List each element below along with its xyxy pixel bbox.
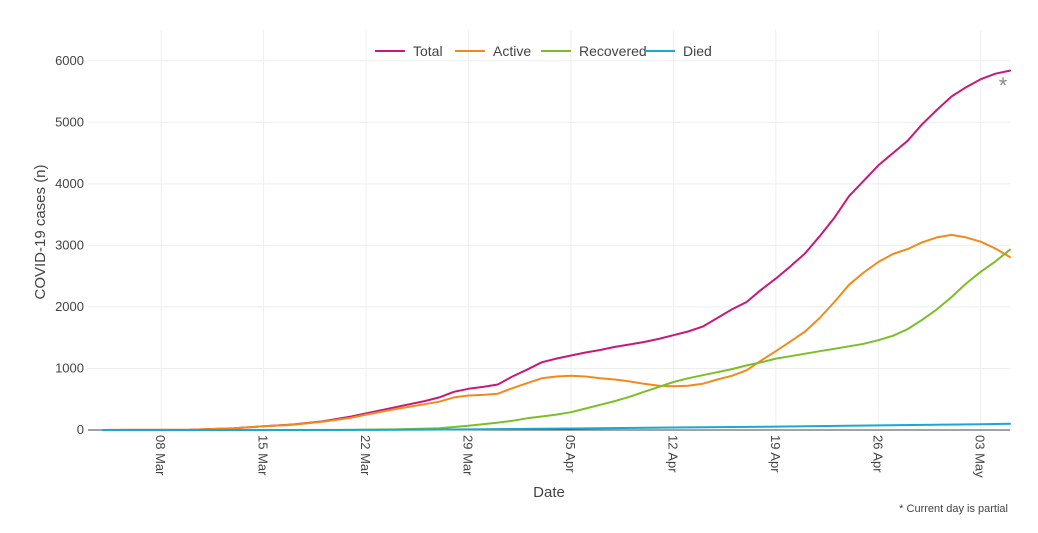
legend-label: Died [683, 43, 712, 59]
partial-day-asterisk: * [999, 73, 1008, 98]
series-line-recovered[interactable] [101, 248, 1011, 431]
x-tick-label: 03 May [973, 435, 988, 478]
y-tick-label: 4000 [55, 176, 84, 191]
x-tick-label: 05 Apr [563, 435, 578, 473]
legend-label: Active [493, 43, 531, 59]
partial-day-footnote: * Current day is partial [899, 503, 1008, 515]
legend-item-total[interactable]: Total [375, 43, 443, 59]
x-tick-label: 22 Mar [358, 435, 373, 476]
y-tick-label: 0 [77, 422, 84, 437]
x-tick-label: 19 Apr [768, 435, 783, 473]
x-axis-ticks: 08 Mar 15 Mar 22 Mar 29 Mar 05 Apr 12 Apr 19 A… [153, 435, 988, 478]
x-tick-label: 29 Mar [461, 435, 476, 476]
legend-label: Total [413, 43, 443, 59]
x-tick-label: 15 Mar [256, 435, 271, 476]
y-tick-label: 5000 [55, 114, 84, 129]
x-tick-label: 08 Mar [153, 435, 168, 476]
y-tick-label: 2000 [55, 299, 84, 314]
legend-item-recovered[interactable]: Recovered [541, 43, 647, 59]
series-line-died[interactable] [101, 422, 1011, 431]
x-tick-label: 26 Apr [870, 435, 885, 473]
y-axis-ticks: 0 1000 2000 3000 4000 5000 6000 [55, 53, 84, 437]
series-line-active[interactable] [101, 233, 1011, 431]
legend-item-died[interactable]: Died [645, 43, 712, 59]
y-tick-label: 1000 [55, 360, 84, 375]
chart-legend[interactable]: Total Active Recovered Died [375, 43, 712, 59]
x-tick-label: 12 Apr [665, 435, 680, 473]
y-tick-label: 3000 [55, 237, 84, 252]
x-axis-title: Date [533, 484, 565, 501]
y-axis-title: COVID-19 cases (n) [32, 164, 49, 299]
chart-gridlines [88, 30, 1010, 430]
chart-series [101, 69, 1011, 431]
legend-item-active[interactable]: Active [455, 43, 531, 59]
series-line-total[interactable] [101, 69, 1011, 431]
legend-label: Recovered [579, 43, 647, 59]
y-tick-label: 6000 [55, 53, 84, 68]
